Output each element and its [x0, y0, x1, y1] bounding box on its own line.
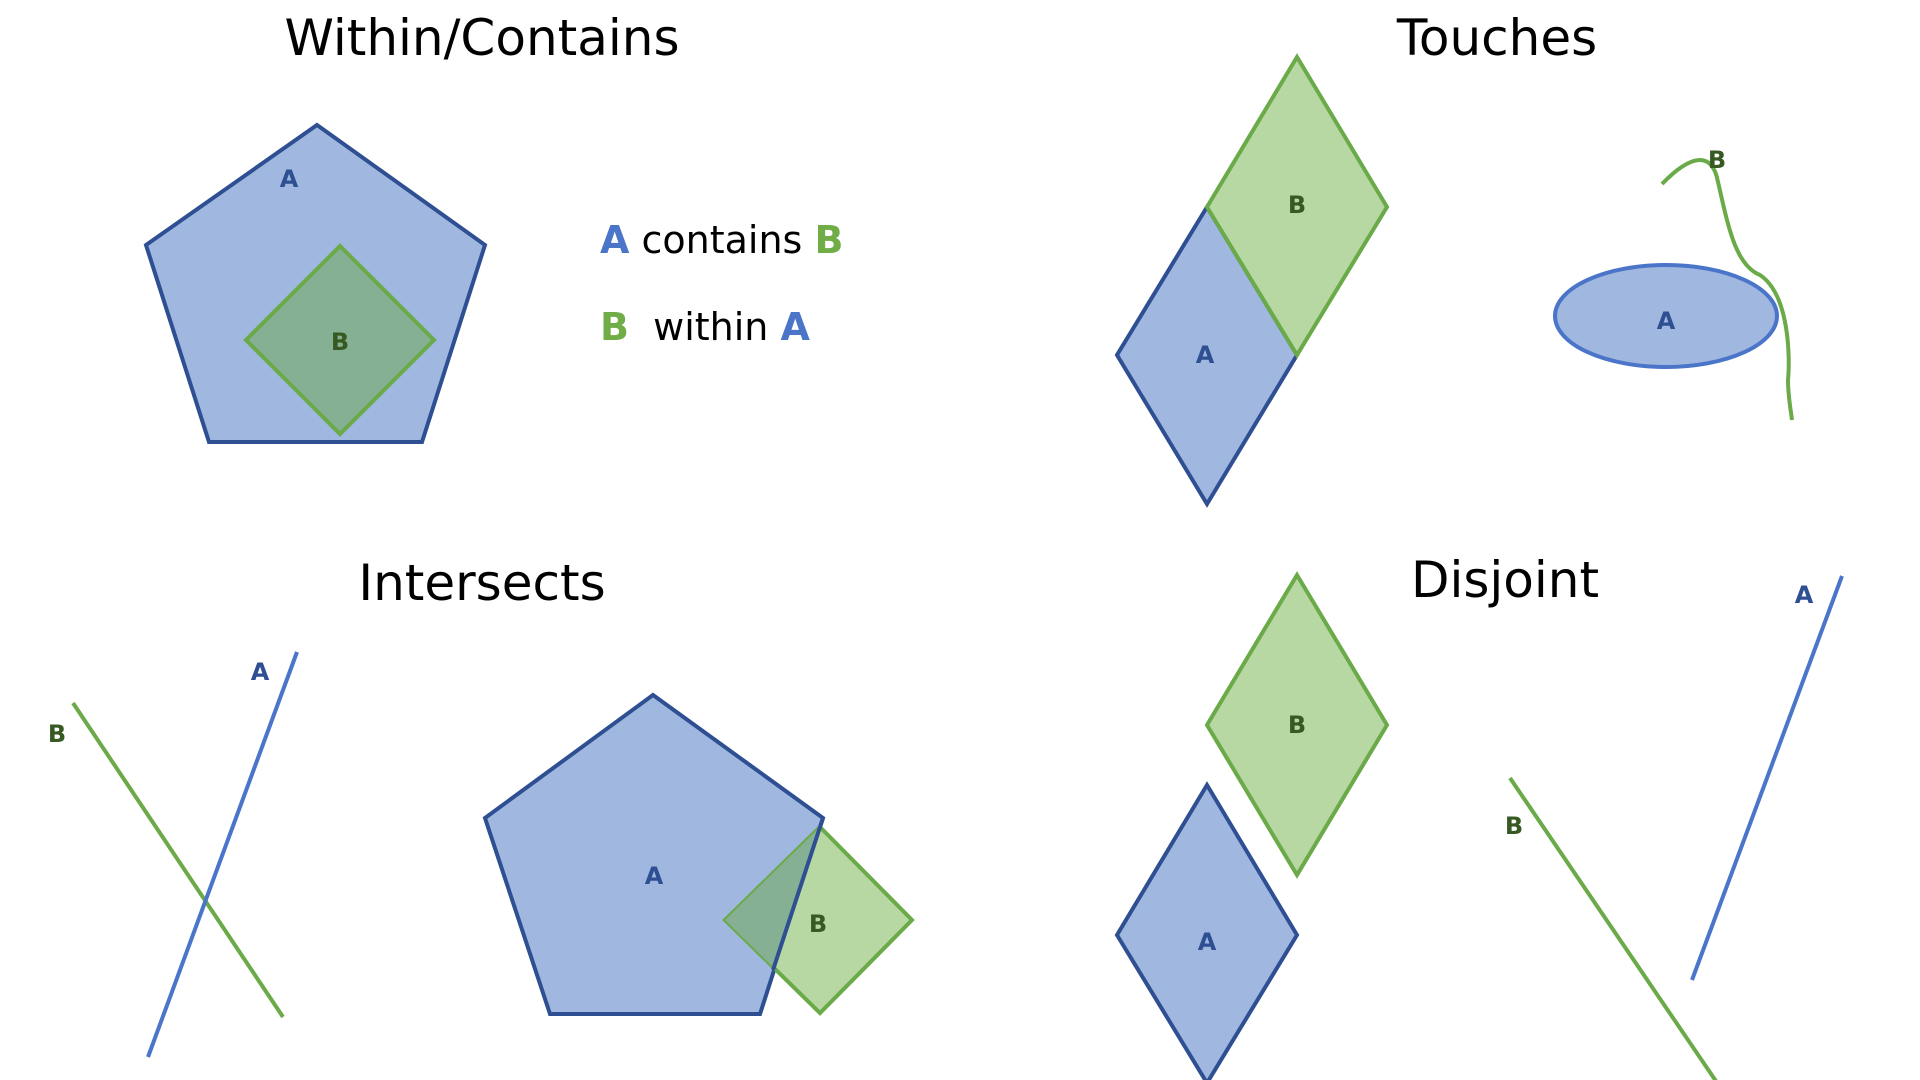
ellipse-a [1553, 263, 1779, 369]
ellipse-a-label: A [1657, 307, 1676, 335]
within-contains-title: Within/Contains [284, 9, 679, 67]
legend-key-b: B [814, 218, 843, 262]
legend: A contains B B within A [600, 218, 843, 349]
line-a-crossing [146, 651, 299, 1058]
line-b-label: B [48, 720, 66, 748]
legend-line-within: B within A [600, 305, 810, 349]
diamond-a-label: A [1198, 928, 1217, 956]
line-a-label: A [1795, 581, 1814, 609]
curve-b [1660, 158, 1794, 421]
overlap-region [725, 827, 820, 969]
legend-key-b: B [600, 305, 629, 349]
panel-intersects: Intersects B A A B [48, 554, 915, 1058]
diamond-a-disjoint [1114, 781, 1300, 1080]
line-b-disjoint [1508, 776, 1718, 1080]
diamond-b-touching [1204, 53, 1390, 359]
legend-key-a: A [780, 305, 810, 349]
pentagon-edge-over-overlap [771, 817, 825, 971]
line-a-disjoint [1690, 575, 1844, 981]
diamond-b-label: B [1288, 711, 1306, 739]
line-b-crossing [71, 701, 285, 1019]
pentagon-a-label: A [645, 862, 664, 890]
legend-key-a: A [600, 218, 630, 262]
square-b-inside [243, 243, 437, 437]
legend-text-within: within [629, 305, 781, 349]
square-b-label: B [809, 910, 827, 938]
square-b-label: B [331, 328, 349, 356]
pentagon-a-label: A [280, 165, 299, 193]
curve-b-label: B [1708, 146, 1726, 174]
diamond-b-disjoint [1204, 571, 1390, 879]
diamond-b-label: B [1288, 191, 1306, 219]
panel-disjoint: Disjoint B A A B [1114, 551, 1844, 1080]
disjoint-title: Disjoint [1411, 551, 1599, 609]
line-b-label: B [1505, 812, 1523, 840]
line-a-label: A [251, 658, 270, 686]
panel-within-contains: Within/Contains A B A contains B B withi… [143, 9, 843, 444]
legend-line-contains: A contains B [600, 218, 843, 262]
intersects-title: Intersects [358, 554, 605, 612]
panel-touches: Touches A B A B [1114, 9, 1794, 508]
diamond-a-label: A [1196, 341, 1215, 369]
touches-title: Touches [1396, 9, 1597, 67]
legend-text-contains: contains [629, 218, 814, 262]
